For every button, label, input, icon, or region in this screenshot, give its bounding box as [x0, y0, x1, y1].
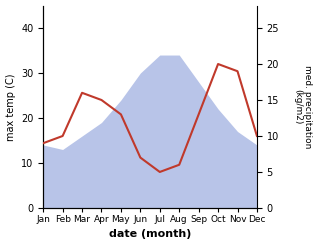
Y-axis label: med. precipitation
(kg/m2): med. precipitation (kg/m2) — [293, 65, 313, 148]
X-axis label: date (month): date (month) — [109, 230, 191, 239]
Y-axis label: max temp (C): max temp (C) — [5, 73, 16, 140]
